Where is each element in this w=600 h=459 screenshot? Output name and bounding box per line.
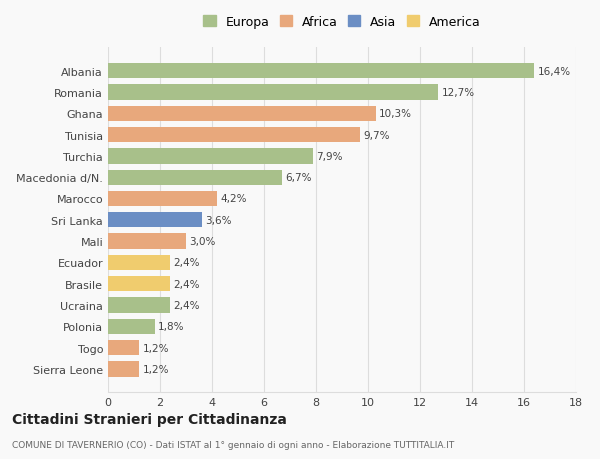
Text: 10,3%: 10,3% — [379, 109, 412, 119]
Bar — [108, 319, 155, 334]
Text: 7,9%: 7,9% — [317, 151, 343, 162]
Bar — [108, 191, 217, 207]
Bar — [108, 362, 139, 377]
Bar — [108, 64, 535, 79]
Bar — [108, 149, 313, 164]
Text: 12,7%: 12,7% — [442, 88, 475, 98]
Text: 6,7%: 6,7% — [286, 173, 312, 183]
Text: COMUNE DI TAVERNERIO (CO) - Dati ISTAT al 1° gennaio di ogni anno - Elaborazione: COMUNE DI TAVERNERIO (CO) - Dati ISTAT a… — [12, 440, 454, 449]
Text: 2,4%: 2,4% — [173, 300, 200, 310]
Text: 9,7%: 9,7% — [364, 130, 390, 140]
Text: Cittadini Stranieri per Cittadinanza: Cittadini Stranieri per Cittadinanza — [12, 412, 287, 426]
Text: 1,8%: 1,8% — [158, 322, 184, 331]
Bar — [108, 170, 282, 185]
Legend: Europa, Africa, Asia, America: Europa, Africa, Asia, America — [200, 13, 484, 31]
Text: 4,2%: 4,2% — [220, 194, 247, 204]
Bar — [108, 85, 438, 101]
Bar — [108, 298, 170, 313]
Text: 1,2%: 1,2% — [142, 343, 169, 353]
Text: 2,4%: 2,4% — [173, 279, 200, 289]
Text: 16,4%: 16,4% — [538, 67, 571, 77]
Text: 2,4%: 2,4% — [173, 258, 200, 268]
Bar — [108, 106, 376, 122]
Text: 3,0%: 3,0% — [189, 236, 215, 246]
Bar — [108, 213, 202, 228]
Text: 3,6%: 3,6% — [205, 215, 231, 225]
Bar — [108, 128, 360, 143]
Bar — [108, 340, 139, 356]
Bar — [108, 234, 186, 249]
Text: 1,2%: 1,2% — [142, 364, 169, 374]
Bar — [108, 255, 170, 270]
Bar — [108, 276, 170, 292]
